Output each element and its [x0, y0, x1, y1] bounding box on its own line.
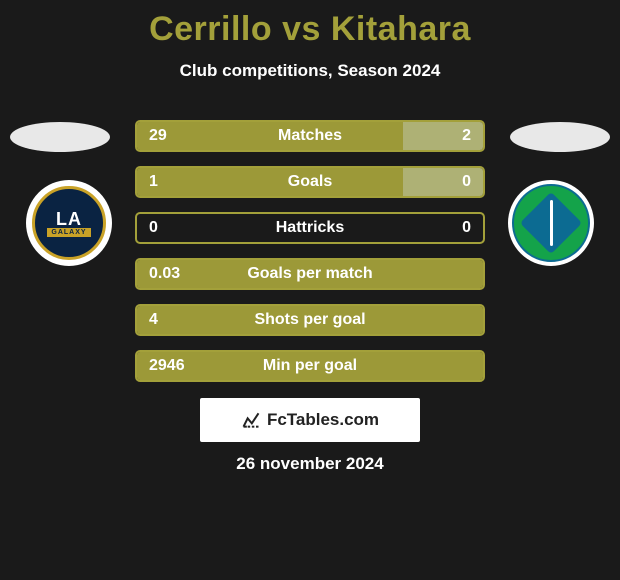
player-right-oval [510, 122, 610, 152]
stat-label: Matches [137, 127, 483, 145]
brand-banner: FcTables.com [200, 398, 420, 442]
badge-left-text-top: LA [56, 209, 82, 230]
la-galaxy-badge-icon: LA GALAXY [32, 186, 106, 260]
stat-label: Min per goal [137, 357, 483, 375]
page-title: Cerrillo vs Kitahara [0, 0, 620, 49]
stat-label: Goals [137, 173, 483, 191]
stat-bars: 29Matches21Goals00Hattricks00.03Goals pe… [135, 120, 485, 396]
player-left-oval [10, 122, 110, 152]
team-badge-left: LA GALAXY [26, 180, 112, 266]
stat-right-value: 0 [462, 173, 471, 191]
stat-row: 1Goals0 [135, 166, 485, 198]
stat-row: 0Hattricks0 [135, 212, 485, 244]
stat-row: 29Matches2 [135, 120, 485, 152]
brand-text: FcTables.com [267, 410, 379, 430]
badge-left-text-bottom: GALAXY [47, 228, 90, 237]
comparison-infographic: Cerrillo vs Kitahara Club competitions, … [0, 0, 620, 580]
stat-row: 4Shots per goal [135, 304, 485, 336]
stat-label: Goals per match [137, 265, 483, 283]
stat-label: Hattricks [137, 219, 483, 237]
seattle-sounders-badge-icon [512, 184, 590, 262]
stat-right-value: 2 [462, 127, 471, 145]
page-subtitle: Club competitions, Season 2024 [0, 61, 620, 81]
stat-row: 2946Min per goal [135, 350, 485, 382]
infographic-date: 26 november 2024 [0, 454, 620, 474]
team-badge-right [508, 180, 594, 266]
space-needle-icon [550, 200, 553, 246]
stat-right-value: 0 [462, 219, 471, 237]
stat-label: Shots per goal [137, 311, 483, 329]
stat-row: 0.03Goals per match [135, 258, 485, 290]
brand-logo-icon [241, 410, 261, 430]
